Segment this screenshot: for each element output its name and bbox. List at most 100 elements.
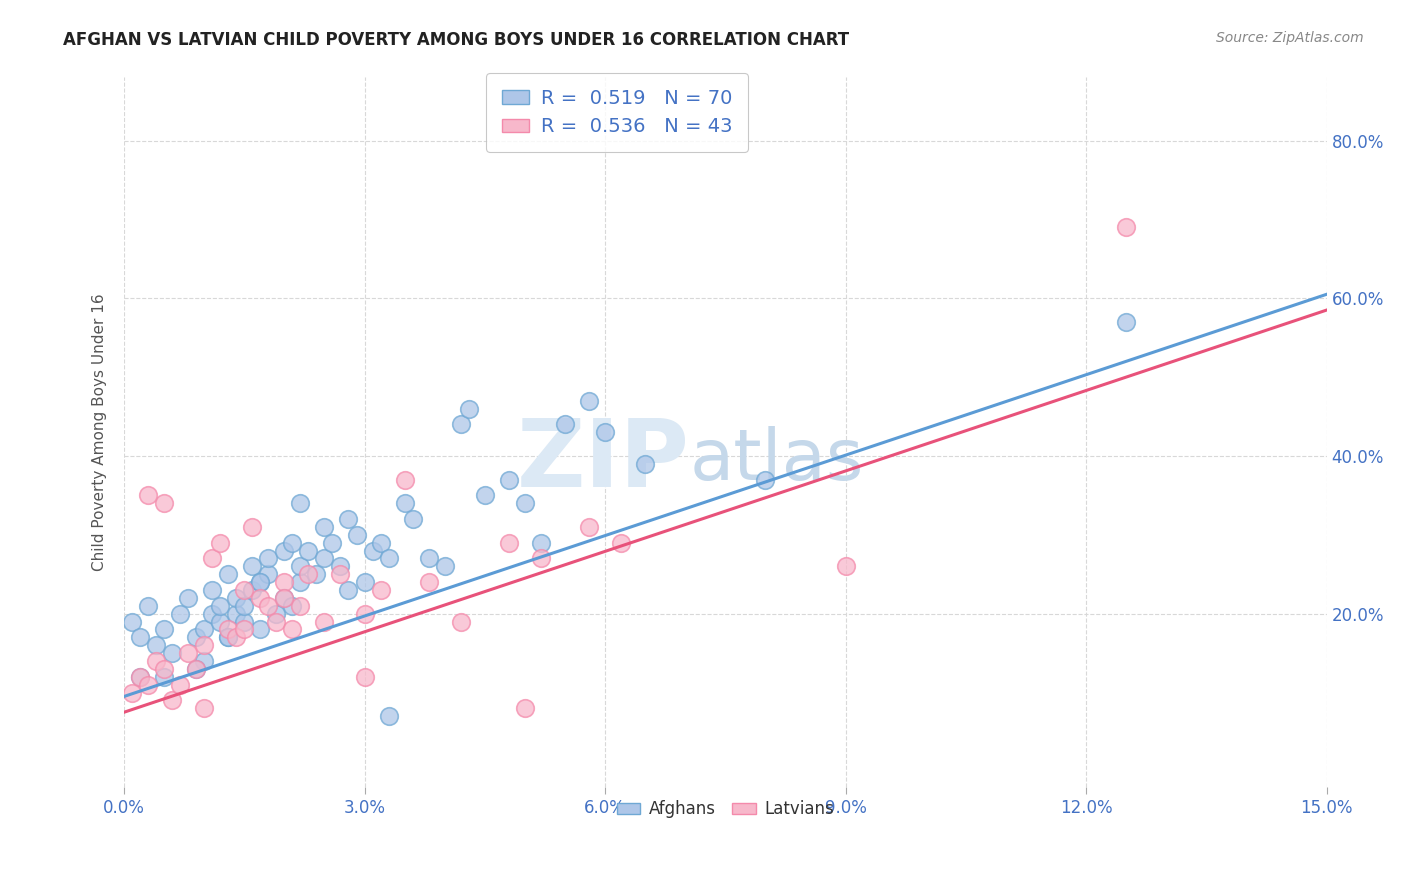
Point xyxy=(136,678,159,692)
Point xyxy=(233,615,256,629)
Point xyxy=(297,543,319,558)
Point xyxy=(290,575,312,590)
Point xyxy=(209,615,232,629)
Point xyxy=(634,457,657,471)
Point xyxy=(233,623,256,637)
Point xyxy=(513,496,536,510)
Point xyxy=(418,575,440,590)
Point xyxy=(129,670,152,684)
Point xyxy=(153,670,176,684)
Point xyxy=(554,417,576,432)
Point xyxy=(314,615,336,629)
Point xyxy=(305,567,328,582)
Point xyxy=(249,591,271,605)
Point xyxy=(121,685,143,699)
Point xyxy=(193,654,215,668)
Point xyxy=(209,599,232,613)
Point xyxy=(160,693,183,707)
Point xyxy=(281,599,304,613)
Point xyxy=(160,646,183,660)
Point xyxy=(361,543,384,558)
Point xyxy=(314,551,336,566)
Point xyxy=(346,528,368,542)
Point xyxy=(186,631,208,645)
Point xyxy=(377,551,399,566)
Point xyxy=(418,551,440,566)
Y-axis label: Child Poverty Among Boys Under 16: Child Poverty Among Boys Under 16 xyxy=(93,293,107,571)
Point xyxy=(257,599,280,613)
Point xyxy=(290,496,312,510)
Point xyxy=(257,551,280,566)
Point xyxy=(329,559,352,574)
Point xyxy=(145,654,167,668)
Point xyxy=(136,488,159,502)
Point xyxy=(498,473,520,487)
Point xyxy=(273,591,295,605)
Point xyxy=(193,623,215,637)
Point xyxy=(193,638,215,652)
Point xyxy=(450,417,472,432)
Point xyxy=(225,631,247,645)
Point xyxy=(217,631,239,645)
Point xyxy=(136,599,159,613)
Text: atlas: atlas xyxy=(689,426,863,495)
Point xyxy=(217,623,239,637)
Point xyxy=(153,662,176,676)
Text: ZIP: ZIP xyxy=(516,415,689,507)
Point xyxy=(169,678,191,692)
Point xyxy=(266,607,288,621)
Point xyxy=(353,607,375,621)
Point xyxy=(314,520,336,534)
Point xyxy=(353,575,375,590)
Point xyxy=(1115,220,1137,235)
Point xyxy=(593,425,616,440)
Point xyxy=(834,559,856,574)
Point xyxy=(433,559,456,574)
Point xyxy=(530,535,553,549)
Point xyxy=(370,535,392,549)
Point xyxy=(240,559,263,574)
Point xyxy=(225,607,247,621)
Point xyxy=(249,623,271,637)
Point xyxy=(281,535,304,549)
Point xyxy=(401,512,423,526)
Point xyxy=(153,623,176,637)
Point xyxy=(186,662,208,676)
Point xyxy=(177,646,200,660)
Point xyxy=(578,393,600,408)
Point xyxy=(394,496,416,510)
Point xyxy=(249,575,271,590)
Point xyxy=(754,473,776,487)
Point xyxy=(225,591,247,605)
Text: Source: ZipAtlas.com: Source: ZipAtlas.com xyxy=(1216,31,1364,45)
Point xyxy=(201,607,224,621)
Point xyxy=(145,638,167,652)
Point xyxy=(273,591,295,605)
Point xyxy=(233,599,256,613)
Point xyxy=(513,701,536,715)
Point xyxy=(240,520,263,534)
Point xyxy=(578,520,600,534)
Point xyxy=(266,615,288,629)
Point xyxy=(249,575,271,590)
Point xyxy=(329,567,352,582)
Point xyxy=(240,582,263,597)
Point xyxy=(193,701,215,715)
Point xyxy=(498,535,520,549)
Point xyxy=(201,582,224,597)
Point xyxy=(169,607,191,621)
Point xyxy=(129,631,152,645)
Point xyxy=(201,551,224,566)
Point xyxy=(610,535,633,549)
Point xyxy=(337,512,360,526)
Point xyxy=(377,709,399,723)
Point xyxy=(370,582,392,597)
Point xyxy=(297,567,319,582)
Point xyxy=(129,670,152,684)
Point xyxy=(217,631,239,645)
Legend: Afghans, Latvians: Afghans, Latvians xyxy=(610,794,841,825)
Point xyxy=(450,615,472,629)
Point xyxy=(530,551,553,566)
Point xyxy=(321,535,343,549)
Point xyxy=(273,575,295,590)
